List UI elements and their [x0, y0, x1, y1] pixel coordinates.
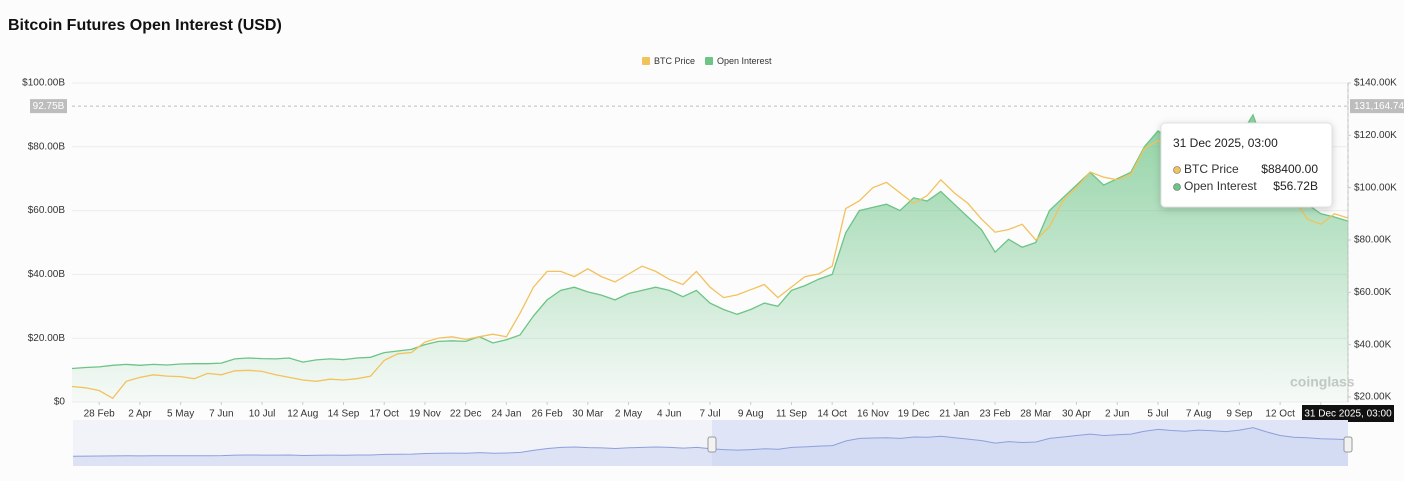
x-crosshair-label: 31 Dec 2025, 03:00: [1304, 409, 1392, 420]
navigator-area: [73, 427, 1348, 466]
tooltip-dot: [1173, 166, 1181, 174]
y2-tick-label: $120.00K: [1354, 130, 1397, 141]
legend-label: BTC Price: [654, 56, 695, 66]
x-tick-label: 12 Aug: [287, 409, 318, 420]
tooltip-title: 31 Dec 2025, 03:00: [1173, 136, 1278, 150]
x-tick-label: 2 Jun: [1105, 409, 1129, 420]
y-tick-label: $20.00B: [28, 333, 66, 344]
y-tick-label: $40.00B: [28, 269, 66, 280]
x-tick-label: 2 May: [615, 409, 642, 420]
tooltip-value: $56.72B: [1273, 179, 1318, 193]
navigator-handle[interactable]: [707, 436, 717, 453]
series-line: [71, 139, 1349, 400]
x-tick-label: 16 Nov: [857, 409, 889, 420]
x-tick-label: 19 Nov: [409, 409, 441, 420]
x-tick-label: 22 Dec: [450, 409, 482, 420]
x-tick-label: 23 Feb: [979, 409, 1011, 420]
x-tick-label: 10 Jul: [249, 409, 276, 420]
y2-tick-label: $20.00K: [1354, 392, 1392, 403]
x-tick-label: 21 Jan: [939, 409, 969, 420]
legend-swatch: [705, 57, 714, 65]
tooltip-name: BTC Price: [1184, 162, 1239, 176]
x-tick-label: 28 Feb: [84, 409, 116, 420]
y2-tick-label: $80.00K: [1354, 235, 1392, 246]
y-tick-label: $100.00B: [22, 78, 65, 89]
tooltip-box: [1160, 122, 1333, 208]
navigator-handle[interactable]: [1343, 436, 1353, 453]
x-tick-label: 17 Oct: [369, 409, 399, 420]
area: [72, 114, 1348, 403]
x-tick-label: 26 Feb: [532, 409, 564, 420]
x-tick-label: 12 Oct: [1265, 409, 1295, 420]
crosshair-y2-label: 131,164.74: [1354, 101, 1404, 112]
x-tick-label: 28 Mar: [1020, 409, 1052, 420]
tooltip-value: $88400.00: [1261, 162, 1318, 176]
y2-tick-label: $40.00K: [1354, 339, 1392, 350]
x-tick-label: 5 Jul: [1147, 409, 1168, 420]
x-tick-label: 19 Dec: [898, 409, 930, 420]
x-tick-label: 11 Sep: [776, 409, 807, 420]
x-tick-label: 7 Jul: [699, 409, 720, 420]
x-crosshair-badge: [1302, 405, 1394, 422]
crosshair-y-label: 92.75B: [33, 101, 65, 112]
crosshair-y-badge: [30, 99, 67, 114]
tooltip-name: Open Interest: [1184, 179, 1257, 193]
series-line: [71, 113, 1349, 370]
x-tick-label: 7 Jun: [209, 409, 233, 420]
y2-tick-label: $100.00K: [1354, 182, 1397, 193]
tooltip: 31 Dec 2025, 03:00 BTC Price $88400.00 Open…: [1160, 122, 1333, 208]
x-tick-label: 9 Aug: [738, 409, 764, 420]
x-tick-label: 2 Apr: [128, 409, 152, 420]
x-tick-label: 24 Jan: [491, 409, 521, 420]
x-tick-label: 30 Mar: [572, 409, 604, 420]
x-tick-label: 9 Sep: [1226, 409, 1253, 420]
crosshair-y2-badge: [1350, 99, 1404, 114]
tooltip-dot: [1173, 183, 1181, 191]
x-tick-label: 4 Jun: [657, 409, 681, 420]
x-tick-label: 14 Sep: [328, 409, 360, 420]
y-tick-label: $80.00B: [28, 141, 66, 152]
x-tick-label: 30 Apr: [1062, 409, 1092, 420]
y-tick-label: $60.00B: [28, 205, 66, 216]
x-tick-label: 7 Aug: [1186, 409, 1212, 420]
legend-label: Open Interest: [717, 56, 772, 66]
legend-swatch: [642, 57, 650, 65]
chart-title: Bitcoin Futures Open Interest (USD): [8, 17, 282, 34]
y-tick-label: $0: [54, 397, 66, 408]
x-tick-label: 5 May: [167, 409, 194, 420]
x-tick-label: 14 Oct: [817, 409, 847, 420]
y2-tick-label: $60.00K: [1354, 287, 1392, 298]
y2-tick-label: $140.00K: [1354, 78, 1397, 89]
